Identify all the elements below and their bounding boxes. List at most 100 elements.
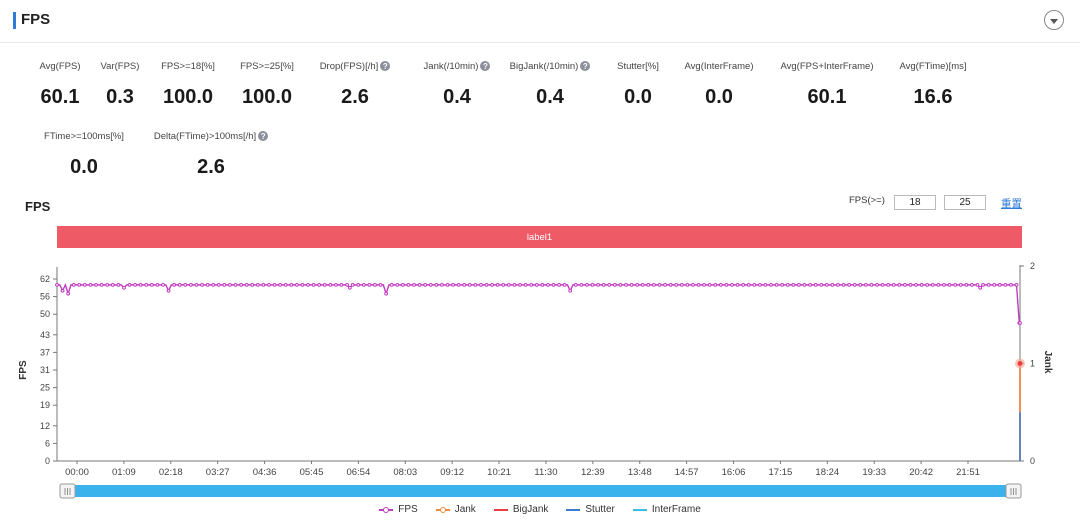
x-tick-label: 13:48 <box>628 467 652 478</box>
fps-point <box>200 282 204 287</box>
stat-value: 60.1 <box>40 86 80 108</box>
fps-point <box>440 282 444 287</box>
fps-point <box>646 282 651 287</box>
help-icon[interactable]: ? <box>580 61 591 71</box>
section-header: FPS <box>0 0 1080 43</box>
help-icon[interactable]: ? <box>380 61 391 71</box>
fps-point <box>836 282 840 287</box>
fps-point <box>618 282 623 287</box>
fps-point <box>546 282 550 287</box>
fps-point <box>283 282 288 287</box>
legend-label: BigJank <box>512 504 549 515</box>
stat-6: BigJank(/10min)? 0.4 <box>470 59 630 109</box>
fps-point <box>540 282 545 287</box>
stat-12: Delta(FTime)>100ms[/h]? 2.6 <box>131 129 291 179</box>
fps-point <box>590 282 595 287</box>
stat-3: FPS>=25[%] 100.0 <box>187 59 347 109</box>
fps-point <box>239 282 243 287</box>
fps-point <box>250 282 255 287</box>
fps-point <box>384 291 389 296</box>
fps-point <box>373 282 377 287</box>
fps-point <box>551 282 556 287</box>
stat-label-text: FPS>=18[%] <box>161 60 215 72</box>
fps-point <box>824 282 829 287</box>
reset-button[interactable]: 重置 <box>1001 198 1022 210</box>
y-left-tick-label: 25 <box>40 383 50 393</box>
legend-item-stutter[interactable]: Stutter <box>566 504 615 515</box>
legend-item-jank[interactable]: Jank <box>435 504 476 515</box>
fps-point <box>77 282 82 287</box>
fps-point <box>133 282 137 287</box>
fps-point <box>908 282 913 287</box>
fps-point <box>322 282 327 287</box>
fps-point <box>389 282 394 287</box>
fps-point <box>880 282 885 287</box>
stat-5: Jank(/10min)? 0.4 <box>377 59 537 109</box>
collapse-toggle-button[interactable] <box>1044 10 1064 30</box>
zoom-slider-track[interactable] <box>60 485 1018 497</box>
y-left-tick-label: 50 <box>40 309 50 319</box>
fps-point <box>969 282 974 287</box>
fps-point <box>629 282 634 287</box>
fps-point <box>958 282 963 287</box>
fps-point <box>122 285 126 290</box>
fps-point <box>378 282 383 287</box>
x-tick-label: 04:36 <box>253 467 277 478</box>
stat-value: 2.6 <box>197 156 225 178</box>
stat-label-text: Drop(FPS)[/h] <box>319 60 379 72</box>
y-left-tick-label: 6 <box>45 438 50 448</box>
legend-item-fps[interactable]: FPS <box>379 504 418 515</box>
legend-swatch <box>493 508 508 511</box>
fps-point <box>1014 282 1019 287</box>
help-icon[interactable]: ? <box>480 61 491 71</box>
fps-point <box>188 282 193 287</box>
fps-point <box>328 282 333 287</box>
fps-point <box>194 282 199 287</box>
legend-marker <box>383 506 390 513</box>
fps-threshold-low-input[interactable] <box>894 195 936 210</box>
stat-7: Stutter[%] 0.0 <box>558 59 718 109</box>
fps-point <box>233 282 238 287</box>
legend-marker <box>439 506 446 513</box>
help-icon[interactable]: ? <box>258 131 269 141</box>
fps-threshold-high-input[interactable] <box>944 195 986 210</box>
fps-point <box>161 282 165 287</box>
fps-point <box>774 282 779 287</box>
legend-item-bigjank[interactable]: BigJank <box>493 504 549 515</box>
fps-point <box>395 282 400 287</box>
fps-point <box>752 282 757 287</box>
section-title: FPS <box>21 11 51 28</box>
fps-point <box>144 282 149 287</box>
legend-item-interframe[interactable]: InterFrame <box>632 504 701 515</box>
stat-value: 60.1 <box>807 86 847 108</box>
x-tick-label: 20:42 <box>909 467 933 478</box>
y-left-tick-label: 12 <box>40 421 50 431</box>
fps-point <box>347 285 352 290</box>
fps-point <box>467 282 472 287</box>
fps-point <box>897 282 902 287</box>
fps-point <box>479 282 483 287</box>
stat-8: Avg(InterFrame) 0.0 <box>639 59 799 109</box>
x-tick-label: 10:21 <box>487 467 511 478</box>
fps-point <box>529 282 534 287</box>
stat-label-text: FPS>=25[%] <box>240 60 294 72</box>
legend-label: InterFrame <box>651 504 701 515</box>
fps-point <box>612 282 617 287</box>
fps-point <box>1009 282 1013 287</box>
label-band-text: label1 <box>526 231 553 243</box>
stat-label-text: Avg(InterFrame) <box>684 60 754 72</box>
stat-label: Jank(/10min)? <box>377 59 537 73</box>
x-tick-label: 14:57 <box>675 467 699 478</box>
label-band[interactable]: label1 <box>57 226 1022 248</box>
stat-label: BigJank(/10min)? <box>470 59 630 73</box>
fps-point <box>82 282 87 287</box>
fps-point <box>713 282 718 287</box>
fps-point <box>724 282 729 287</box>
fps-point <box>624 282 628 287</box>
x-tick-label: 01:09 <box>112 467 136 478</box>
fps-point <box>903 282 907 287</box>
fps-point <box>919 282 924 287</box>
stat-value: 100.0 <box>162 86 214 108</box>
fps-point <box>406 282 411 287</box>
